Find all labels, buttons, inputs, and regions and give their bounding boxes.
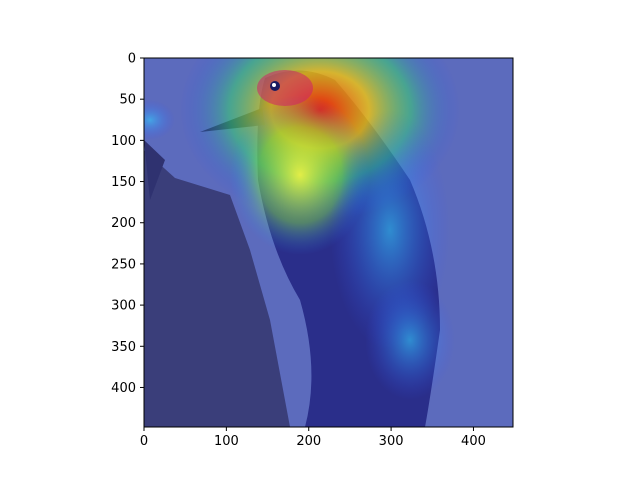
y-tick-label: 0 (128, 52, 136, 67)
y-tick-label: 150 (111, 175, 136, 190)
x-tick-label: 0 (140, 434, 148, 449)
y-axis: 0 50 100 150 200 250 300 350 400 (111, 52, 144, 396)
heatmap-image (144, 58, 513, 427)
y-tick-label: 300 (111, 299, 136, 314)
x-tick-label: 300 (379, 434, 404, 449)
y-tick-label: 200 (111, 216, 136, 231)
y-tick-label: 100 (111, 134, 136, 149)
x-axis: 0 100 200 300 400 (140, 427, 486, 449)
y-tick-label: 50 (119, 93, 136, 108)
x-tick-label: 200 (296, 434, 321, 449)
x-tick-label: 100 (214, 434, 239, 449)
x-tick-label: 400 (461, 434, 486, 449)
y-tick-label: 400 (111, 381, 136, 396)
y-tick-label: 250 (111, 257, 136, 272)
axes-frame (143, 57, 514, 428)
y-tick-label: 350 (111, 340, 136, 355)
